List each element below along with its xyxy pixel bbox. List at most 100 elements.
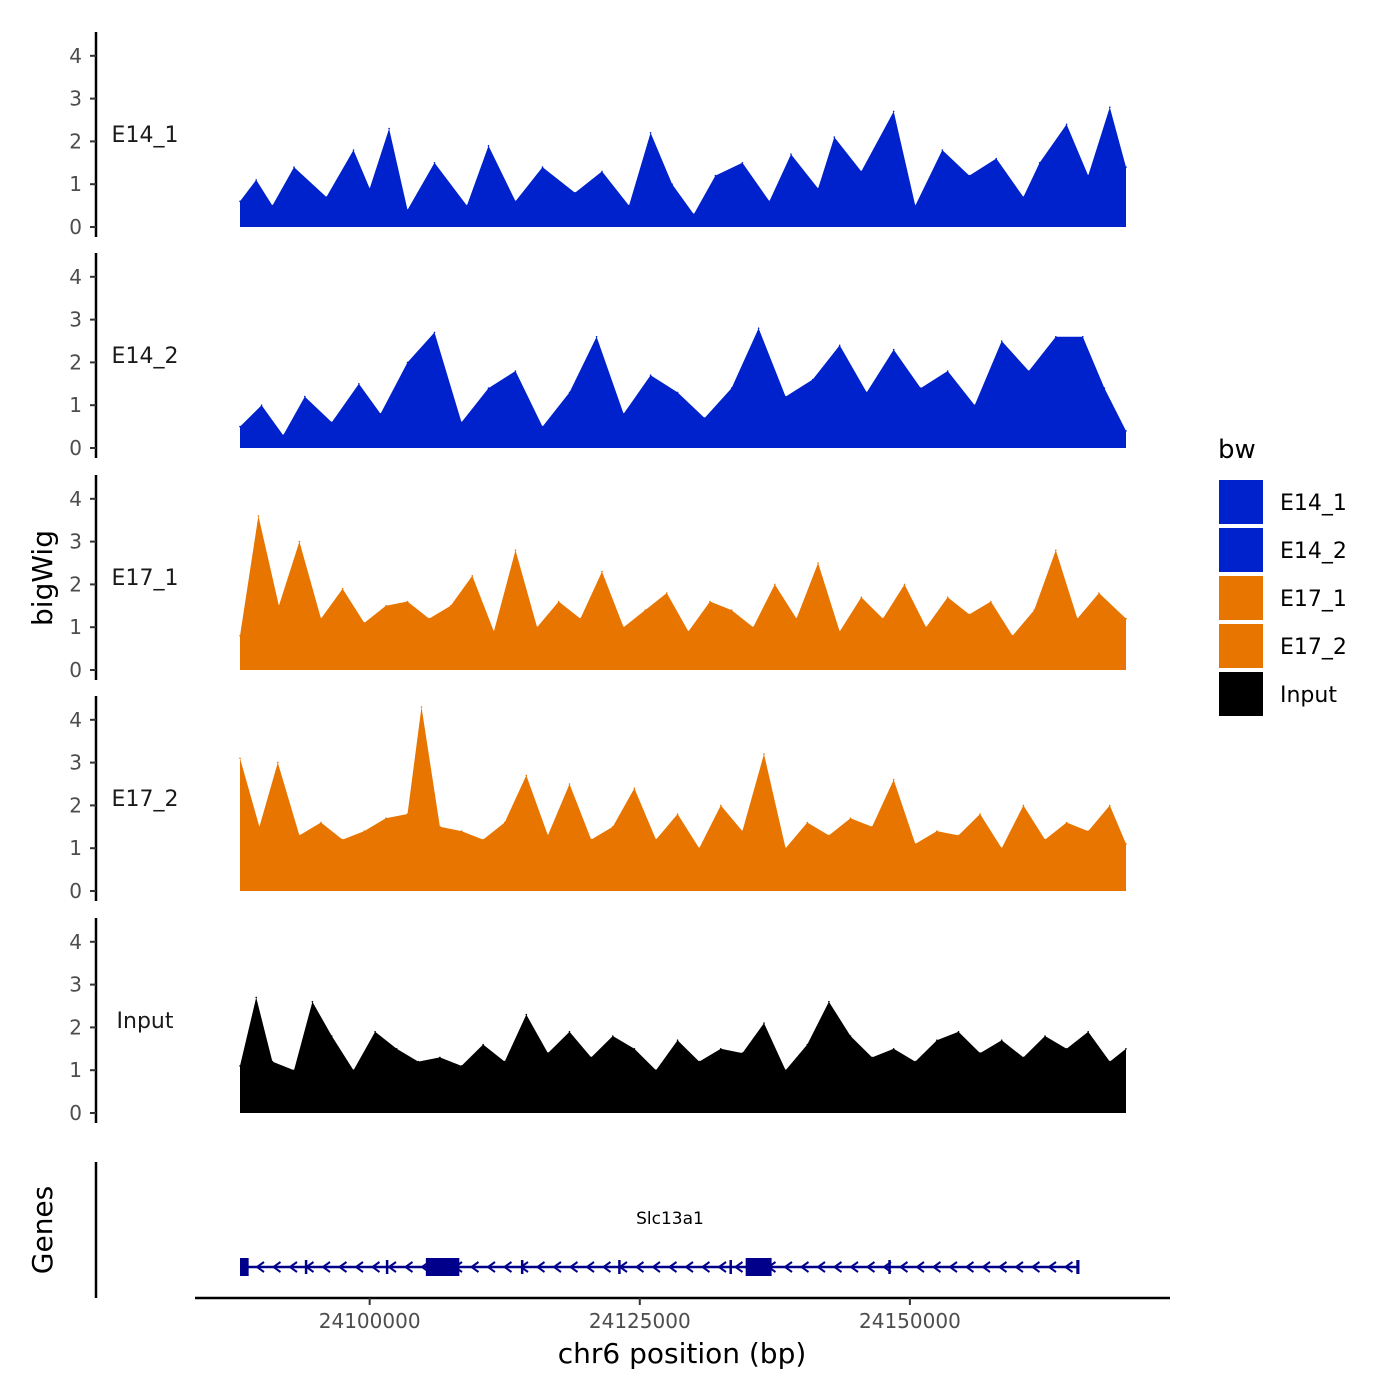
y-tick-label: 0: [69, 215, 82, 239]
signal-point: [1000, 1039, 1003, 1041]
signal-point: [487, 387, 490, 389]
area-E14_2: [240, 328, 1126, 448]
strand-arrow: [568, 1261, 579, 1273]
legend-swatch-E14_1: [1219, 480, 1263, 524]
signal-point: [406, 600, 409, 603]
gene-exon: [240, 1258, 249, 1276]
strand-arrow: [585, 1261, 595, 1273]
signal-point: [590, 1056, 592, 1059]
signal-point: [720, 1048, 722, 1050]
signal-point: [849, 817, 852, 819]
strand-arrow: [684, 1261, 694, 1273]
signal-point: [239, 200, 241, 203]
signal-point: [439, 826, 441, 828]
signal-point: [946, 370, 949, 372]
signal-point: [433, 162, 436, 164]
strand-arrow: [1063, 1261, 1074, 1273]
signal-point: [903, 583, 906, 586]
signal-point: [936, 830, 938, 832]
signal-point: [341, 587, 344, 590]
signal-point: [763, 1022, 765, 1024]
x-tick-label: 24125000: [589, 1309, 691, 1333]
signal-point: [460, 830, 463, 832]
signal-point: [1044, 1035, 1046, 1037]
signal-point: [395, 1048, 398, 1050]
signal-point: [957, 1030, 960, 1033]
y-tick-label: 4: [69, 44, 82, 68]
signal-point: [741, 1052, 744, 1054]
signal-point: [763, 753, 765, 755]
signal-point: [568, 1030, 571, 1033]
signal-point: [293, 166, 295, 168]
legend-title: bw: [1218, 435, 1256, 465]
strand-arrow: [1014, 1261, 1024, 1273]
signal-point: [363, 830, 366, 832]
signal-point: [255, 996, 257, 999]
gene-exon: [888, 1260, 891, 1274]
signal-point: [649, 374, 652, 377]
signal-point: [741, 162, 744, 164]
area-E17_1: [240, 515, 1126, 670]
signal-point: [352, 1069, 355, 1071]
strand-arrow: [832, 1261, 843, 1273]
strand-arrow: [948, 1261, 958, 1273]
strand-arrow: [783, 1261, 793, 1273]
strand-arrow: [667, 1261, 678, 1273]
strand-arrow: [964, 1261, 975, 1273]
y-tick-label: 0: [69, 1101, 82, 1125]
signal-point: [790, 153, 792, 155]
legend: bw E14_1 E14_2 E17_1 E17_2 Input: [1218, 435, 1347, 716]
signal-point: [420, 706, 423, 708]
strand-arrow: [321, 1261, 331, 1273]
gene-exon: [618, 1260, 621, 1274]
strand-arrow: [898, 1261, 909, 1273]
signal-point: [503, 1060, 506, 1063]
signal-point: [946, 596, 949, 598]
signal-point: [693, 213, 695, 215]
x-tick-label: 24150000: [859, 1309, 961, 1333]
signal-point: [720, 804, 722, 807]
signal-point: [1022, 1056, 1025, 1059]
signal-point: [914, 1060, 917, 1063]
strand-arrow: [502, 1261, 513, 1273]
signal-point: [406, 209, 409, 211]
signal-point: [406, 813, 409, 815]
signal-point: [239, 425, 241, 428]
signal-point: [871, 1056, 873, 1059]
signal-point: [698, 1060, 700, 1063]
y-tick-label: 2: [69, 1015, 82, 1039]
signal-point: [865, 391, 868, 394]
strand-arrow: [981, 1261, 991, 1273]
strand-arrow: [651, 1261, 661, 1273]
signal-point: [385, 605, 387, 607]
y-tick-label: 4: [69, 930, 82, 954]
y-tick-label: 3: [69, 751, 82, 775]
legend-swatch-Input: [1219, 672, 1263, 716]
strand-arrow: [931, 1261, 942, 1273]
signal-point: [1109, 804, 1111, 807]
signal-point: [482, 1043, 484, 1046]
strand-arrow: [799, 1261, 810, 1273]
y-tick-label: 2: [69, 572, 82, 596]
signal-point: [460, 1065, 463, 1067]
signal-point: [239, 635, 241, 637]
legend-label-Input: Input: [1280, 683, 1337, 708]
signal-point: [601, 570, 603, 573]
gene-exon: [385, 1260, 389, 1274]
signal-point: [433, 331, 436, 334]
signal-point: [568, 783, 571, 785]
strand-arrow: [535, 1261, 546, 1273]
signal-point: [1065, 1048, 1068, 1050]
strand-arrow: [288, 1261, 298, 1273]
signal-point: [1065, 821, 1068, 824]
signal-point: [239, 1065, 241, 1067]
y-tick-label: 3: [69, 87, 82, 111]
signal-point: [1125, 617, 1127, 620]
signal-point: [260, 404, 263, 407]
signal-point: [541, 166, 544, 168]
signal-point: [990, 600, 992, 603]
gene-exon: [729, 1260, 732, 1274]
y-tick-label: 1: [69, 172, 82, 196]
signal-point: [493, 630, 495, 633]
signal-point: [644, 609, 646, 611]
